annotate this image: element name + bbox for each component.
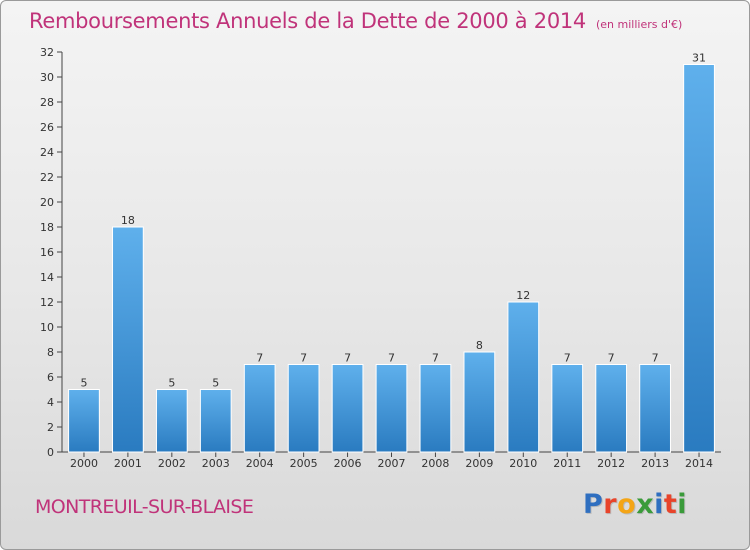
x-tick-label: 2013 [641,457,669,470]
bar-value-label: 12 [516,289,530,302]
logo-letter: t [663,489,678,520]
bar [507,301,540,453]
bar-value-label: 5 [212,377,219,390]
y-tick-label: 18 [40,221,54,234]
y-tick-label: 2 [47,421,54,434]
proxiti-logo: Proxiti [583,489,687,520]
y-tick-label: 4 [47,396,54,409]
bar [155,389,188,453]
y-tick-label: 32 [40,46,54,59]
chart-title: Remboursements Annuels de la Dette de 20… [29,9,682,33]
bar-value-label: 7 [564,352,571,365]
x-tick-label: 2002 [158,457,186,470]
bar [463,351,496,453]
x-tick-label: 2014 [685,457,713,470]
y-tick-label: 8 [47,346,54,359]
x-tick-label: 2012 [597,457,625,470]
chart-unit: (en milliers d'€) [596,18,683,31]
x-tick-label: 2008 [421,457,449,470]
x-tick-label: 2003 [202,457,230,470]
y-tick-label: 6 [47,371,54,384]
x-tick-label: 2000 [70,457,98,470]
y-tick-label: 12 [40,296,54,309]
y-tick-label: 0 [47,446,54,459]
bar-value-label: 7 [344,352,351,365]
bar-value-label: 18 [121,214,135,227]
y-tick-label: 20 [40,196,54,209]
y-tick-label: 10 [40,321,54,334]
bar-value-label: 7 [608,352,615,365]
x-tick-label: 2005 [290,457,318,470]
bar-value-label: 31 [692,52,706,65]
bars-group: 5 18 5 5 7 7 7 7 7 8 12 7 7 7 31 [68,52,715,453]
bar [331,364,364,453]
y-tick-label: 22 [40,171,54,184]
y-tick-label: 16 [40,246,54,259]
logo-letter: o [617,489,637,520]
y-tick-label: 26 [40,121,54,134]
bar-value-label: 7 [256,352,263,365]
x-tick-label: 2009 [465,457,493,470]
bar [683,64,715,453]
y-tick-label: 14 [40,271,54,284]
logo-letter: i [654,489,664,520]
y-tick-label: 28 [40,96,54,109]
logo-letter: x [636,489,655,520]
x-tick-label: 2010 [509,457,537,470]
logo-letter: i [677,489,688,520]
bar-value-label: 7 [432,352,439,365]
commune-name: MONTREUIL-SUR-BLAISE [35,496,254,518]
bar [199,389,232,453]
bar [595,364,628,453]
y-tick-label: 30 [40,71,54,84]
bar-value-label: 7 [652,352,659,365]
bar-value-label: 5 [80,377,87,390]
bar [112,226,144,453]
x-tick-label: 2004 [246,457,274,470]
bar [243,364,276,453]
x-tick-label: 2011 [553,457,581,470]
bar [68,389,100,453]
bar-value-label: 7 [388,352,395,365]
chart-title-text: Remboursements Annuels de la Dette de 20… [29,9,586,33]
bar-value-label: 7 [300,352,307,365]
bar [375,364,408,453]
logo-letter: P [583,489,604,520]
bar [639,364,671,453]
bar [551,364,584,453]
x-tick-label: 2006 [334,457,362,470]
x-tick-label: 2007 [378,457,406,470]
logo-letter: r [603,489,618,520]
bar [419,364,452,453]
bar-value-label: 5 [168,377,175,390]
bar [287,364,320,453]
bar-value-label: 8 [476,339,483,352]
x-tick-label: 2001 [114,457,142,470]
y-tick-label: 24 [40,146,54,159]
